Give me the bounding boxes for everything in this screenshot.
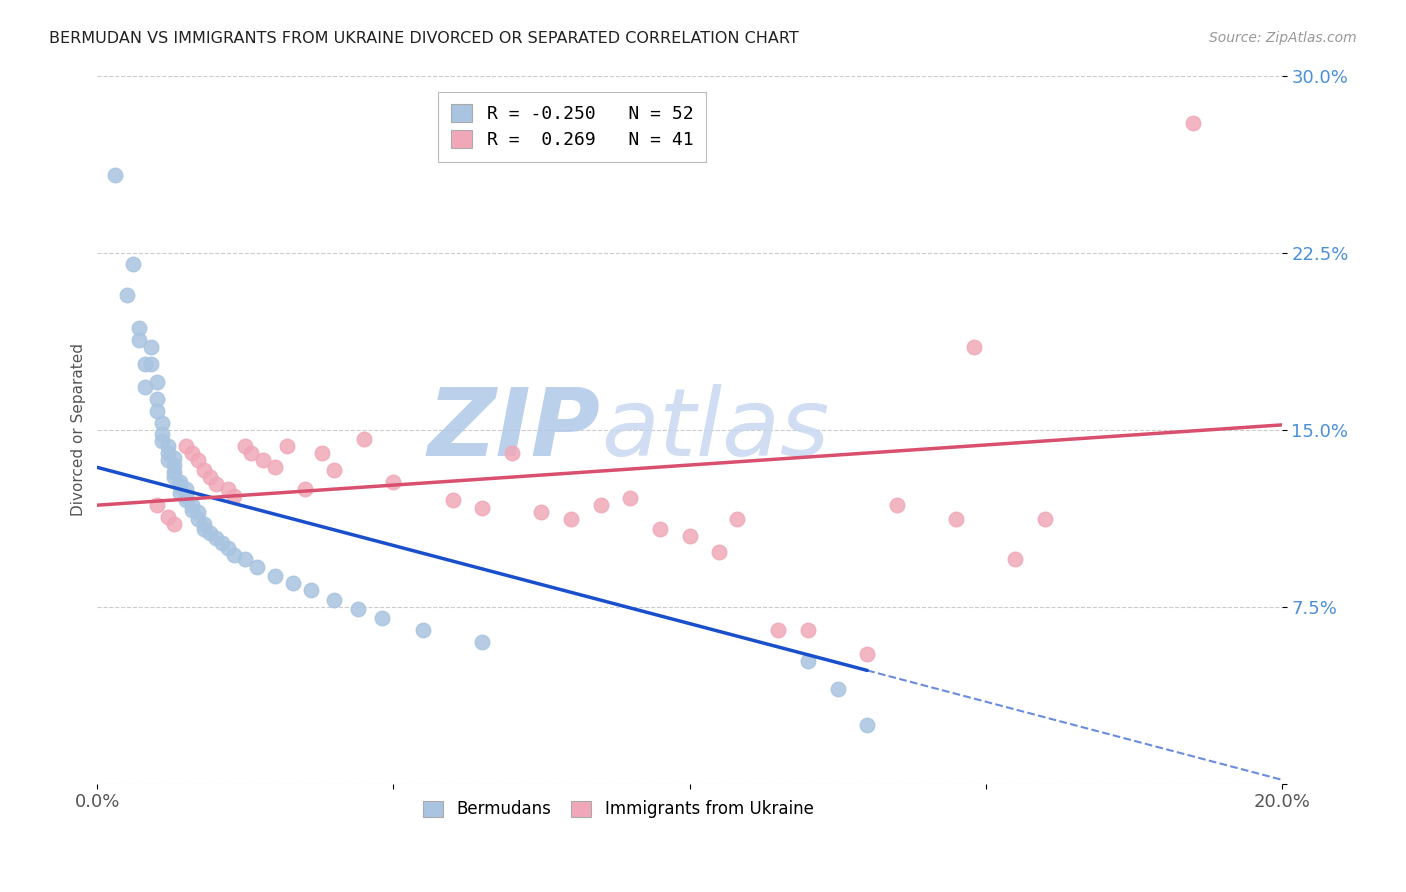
Point <box>157 453 180 467</box>
Point <box>174 482 197 496</box>
Point <box>707 545 730 559</box>
Point <box>347 602 370 616</box>
Point <box>768 624 790 638</box>
Point <box>222 489 245 503</box>
Text: ZIP: ZIP <box>427 384 600 475</box>
Text: atlas: atlas <box>600 384 830 475</box>
Point <box>797 654 820 668</box>
Point <box>169 475 191 489</box>
Point <box>501 446 523 460</box>
Point <box>163 517 186 532</box>
Point <box>217 541 239 555</box>
Point <box>1004 552 1026 566</box>
Point <box>163 465 186 479</box>
Point <box>152 416 174 430</box>
Point <box>797 624 820 638</box>
Point <box>856 647 879 661</box>
Point <box>187 453 209 467</box>
Point <box>181 446 204 460</box>
Point <box>139 357 162 371</box>
Point <box>187 512 209 526</box>
Point <box>619 491 641 505</box>
Point <box>311 446 333 460</box>
Point <box>169 479 191 493</box>
Point <box>145 498 167 512</box>
Point <box>193 517 215 532</box>
Text: Source: ZipAtlas.com: Source: ZipAtlas.com <box>1209 31 1357 45</box>
Point <box>181 498 204 512</box>
Point <box>134 380 156 394</box>
Point <box>963 340 986 354</box>
Point <box>122 257 145 271</box>
Point <box>163 458 186 472</box>
Point <box>252 453 274 467</box>
Point <box>560 512 582 526</box>
Point <box>323 463 346 477</box>
Y-axis label: Divorced or Separated: Divorced or Separated <box>72 343 86 516</box>
Point <box>235 439 257 453</box>
Point <box>174 493 197 508</box>
Point <box>323 592 346 607</box>
Point <box>235 552 257 566</box>
Point <box>294 482 316 496</box>
Point <box>104 168 127 182</box>
Point <box>441 493 464 508</box>
Point <box>856 717 879 731</box>
Point <box>157 446 180 460</box>
Point <box>471 635 494 649</box>
Point <box>240 446 263 460</box>
Point <box>157 439 180 453</box>
Point <box>139 340 162 354</box>
Point <box>412 624 434 638</box>
Point <box>152 434 174 449</box>
Point <box>370 611 392 625</box>
Point <box>145 403 167 417</box>
Point <box>382 475 405 489</box>
Point <box>246 559 269 574</box>
Point <box>886 498 908 512</box>
Point <box>471 500 494 515</box>
Point <box>198 470 221 484</box>
Point <box>198 526 221 541</box>
Point <box>648 522 671 536</box>
Point <box>217 482 239 496</box>
Text: BERMUDAN VS IMMIGRANTS FROM UKRAINE DIVORCED OR SEPARATED CORRELATION CHART: BERMUDAN VS IMMIGRANTS FROM UKRAINE DIVO… <box>49 31 799 46</box>
Point <box>1181 116 1204 130</box>
Point <box>725 512 748 526</box>
Point <box>174 489 197 503</box>
Point <box>174 439 197 453</box>
Point <box>163 450 186 465</box>
Point <box>193 463 215 477</box>
Point <box>163 470 186 484</box>
Point <box>353 432 375 446</box>
Point <box>211 536 233 550</box>
Point <box>115 288 138 302</box>
Point <box>204 531 226 545</box>
Point <box>530 505 553 519</box>
Point <box>264 569 287 583</box>
Point <box>1033 512 1056 526</box>
Point <box>169 486 191 500</box>
Point <box>678 529 700 543</box>
Point <box>264 460 287 475</box>
Point <box>145 392 167 406</box>
Point <box>157 510 180 524</box>
Point <box>299 583 322 598</box>
Point <box>222 548 245 562</box>
Point <box>589 498 612 512</box>
Point <box>187 505 209 519</box>
Point <box>281 576 304 591</box>
Point <box>145 376 167 390</box>
Point <box>128 321 150 335</box>
Point <box>181 503 204 517</box>
Point <box>134 357 156 371</box>
Point <box>193 522 215 536</box>
Legend: Bermudans, Immigrants from Ukraine: Bermudans, Immigrants from Ukraine <box>416 794 820 825</box>
Point <box>827 682 849 697</box>
Point <box>945 512 967 526</box>
Point <box>152 427 174 442</box>
Point <box>128 333 150 347</box>
Point <box>204 477 226 491</box>
Point <box>276 439 298 453</box>
